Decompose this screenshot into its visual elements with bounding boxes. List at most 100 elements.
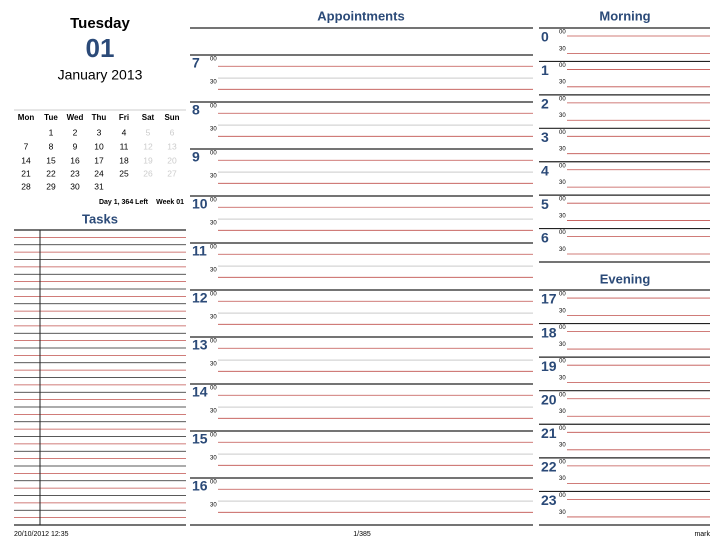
calendar-day: 4: [122, 127, 127, 137]
minute-label: 30: [559, 113, 566, 119]
hour-label: 7: [192, 55, 200, 71]
calendar-day: 24: [94, 168, 104, 178]
calendar-day: 12: [143, 141, 153, 151]
weekday-header: Tue: [44, 113, 58, 122]
minute-label: 30: [210, 267, 217, 273]
minute-label: 00: [210, 433, 217, 439]
hour-label: 0: [541, 29, 549, 45]
hour-label: 5: [541, 196, 549, 212]
hour-label: 12: [192, 290, 208, 306]
minute-label: 00: [210, 292, 217, 298]
day-info: Day 1, 364 Left: [99, 199, 149, 206]
calendar-day: 5: [146, 127, 151, 137]
appointments-title: Appointments: [317, 8, 404, 23]
hour-label: 23: [541, 492, 557, 508]
minute-label: 30: [559, 376, 566, 382]
hour-label: 18: [541, 324, 557, 340]
minute-label: 00: [559, 96, 566, 102]
minute-label: 30: [210, 455, 217, 461]
hour-label: 13: [192, 337, 208, 353]
calendar-day: 13: [167, 141, 177, 151]
calendar-day: 21: [21, 168, 31, 178]
minute-label: 30: [210, 502, 217, 508]
minute-label: 00: [559, 292, 566, 298]
minute-label: 00: [559, 197, 566, 203]
minute-label: 00: [559, 63, 566, 69]
calendar-day: 1: [49, 127, 54, 137]
minute-label: 30: [559, 476, 566, 482]
minute-label: 00: [210, 339, 217, 345]
minute-label: 30: [559, 147, 566, 153]
minute-label: 30: [210, 220, 217, 226]
week-number: Week 01: [156, 199, 184, 206]
weekday-header: Fri: [119, 113, 129, 122]
tasks-title: Tasks: [82, 211, 118, 226]
minute-label: 00: [210, 151, 217, 157]
hour-label: 22: [541, 459, 557, 475]
calendar-day: 11: [120, 141, 129, 151]
minute-label: 30: [559, 180, 566, 186]
hour-label: 9: [192, 149, 200, 165]
minute-label: 00: [210, 104, 217, 110]
hour-label: 4: [541, 162, 549, 178]
calendar-day: 3: [97, 127, 102, 137]
minute-label: 00: [210, 386, 217, 392]
minute-label: 00: [210, 57, 217, 63]
hour-label: 1: [541, 62, 549, 78]
weekday: Tuesday: [70, 15, 130, 32]
minute-label: 30: [559, 308, 566, 314]
calendar-day: 9: [73, 141, 78, 151]
hour-label: 8: [192, 102, 200, 118]
hour-label: 20: [541, 391, 557, 407]
hour-label: 16: [192, 478, 208, 494]
minute-label: 00: [210, 198, 217, 204]
calendar-day: 25: [119, 168, 129, 178]
minute-label: 30: [559, 247, 566, 253]
evening-title: Evening: [600, 271, 651, 286]
minute-label: 00: [210, 480, 217, 486]
minute-label: 00: [559, 325, 566, 331]
calendar-day: 20: [167, 155, 177, 165]
hour-label: 10: [192, 196, 208, 212]
calendar-day: 2: [73, 127, 78, 137]
minute-label: 30: [559, 443, 566, 449]
weekday-header: Sat: [142, 113, 155, 122]
minute-label: 30: [559, 510, 566, 516]
day-number: 01: [86, 33, 115, 63]
minute-label: 00: [559, 30, 566, 36]
page-number: 1/385: [353, 531, 371, 538]
calendar-day: 27: [167, 168, 177, 178]
minute-label: 30: [559, 46, 566, 52]
weekday-header: Thu: [92, 113, 107, 122]
minute-label: 30: [210, 361, 217, 367]
minute-label: 30: [559, 409, 566, 415]
minute-label: 30: [210, 173, 217, 179]
hour-label: 14: [192, 384, 208, 400]
hour-label: 19: [541, 358, 557, 374]
calendar-day: 29: [46, 181, 56, 191]
minute-label: 00: [559, 130, 566, 136]
hour-label: 6: [541, 229, 549, 245]
calendar-day: 6: [170, 127, 175, 137]
hour-label: 15: [192, 431, 208, 447]
calendar-day: 18: [119, 155, 129, 165]
minute-label: 30: [559, 213, 566, 219]
minute-label: 00: [559, 459, 566, 465]
calendar-day: 17: [94, 155, 104, 165]
calendar-day: 23: [70, 168, 80, 178]
minute-label: 00: [559, 163, 566, 169]
calendar-day: 26: [143, 168, 153, 178]
minute-label: 00: [559, 426, 566, 432]
weekday-header: Mon: [18, 113, 35, 122]
printed-date: 20/10/2012 12:35: [14, 531, 69, 538]
minute-label: 30: [210, 126, 217, 132]
calendar-day: 22: [46, 168, 56, 178]
month-year: January 2013: [58, 67, 143, 83]
minute-label: 00: [210, 245, 217, 251]
hour-label: 3: [541, 129, 549, 145]
minute-label: 30: [210, 79, 217, 85]
hour-label: 17: [541, 291, 557, 307]
calendar-day: 15: [46, 155, 56, 165]
user: mark: [694, 531, 710, 538]
